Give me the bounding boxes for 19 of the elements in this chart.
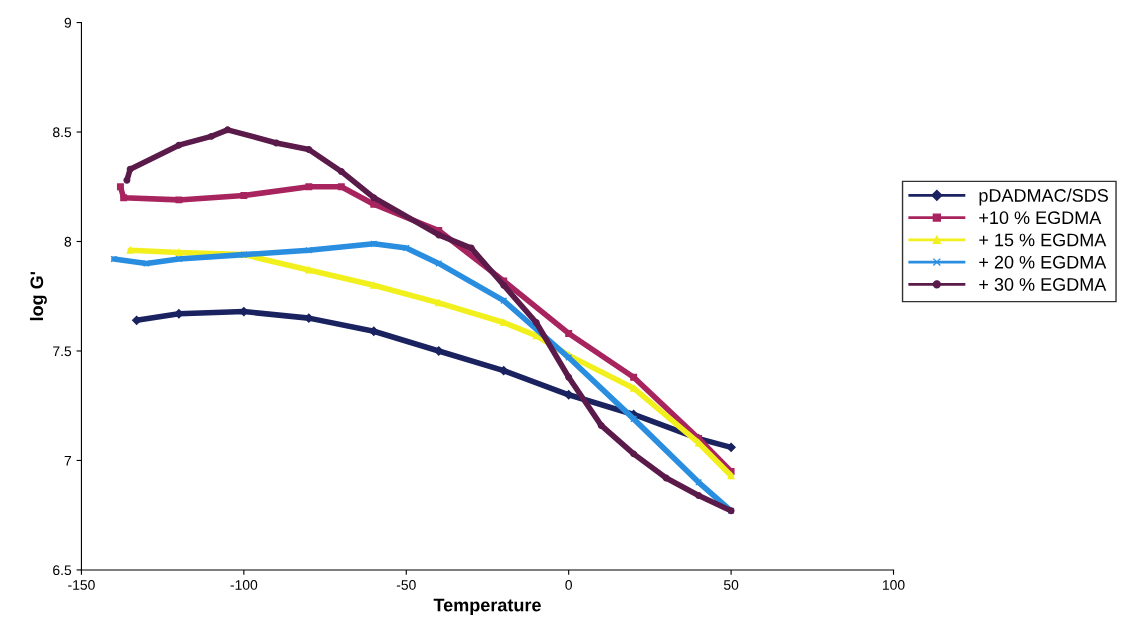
x-tick-label: 0 bbox=[565, 580, 572, 590]
y-tick-label: 6.5 bbox=[53, 565, 72, 576]
y-tick-label: 7 bbox=[64, 455, 72, 466]
y-tick-label: 7.5 bbox=[53, 346, 72, 357]
legend-label: pDADMAC/SDS bbox=[979, 188, 1108, 206]
x-tick-label: -50 bbox=[396, 580, 416, 590]
x-tick-label: 100 bbox=[882, 580, 905, 590]
legend-label: +10 % EGDMA bbox=[979, 211, 1102, 225]
x-tick-label: -150 bbox=[68, 580, 95, 590]
x-axis-title: Temperature bbox=[433, 598, 541, 615]
y-tick-label: 9 bbox=[64, 17, 72, 28]
y-tick-label: 8 bbox=[64, 236, 72, 247]
legend-label: + 15 % EGDMA bbox=[979, 233, 1107, 247]
x-tick-label: -100 bbox=[230, 580, 258, 590]
y-tick-label: 8.5 bbox=[53, 127, 72, 138]
legend-label: + 20 % EGDMA bbox=[979, 255, 1107, 269]
y-axis-title: log G' bbox=[29, 271, 47, 321]
x-tick-label: 50 bbox=[723, 580, 739, 590]
legend-label: + 30 % EGDMA bbox=[979, 278, 1107, 291]
